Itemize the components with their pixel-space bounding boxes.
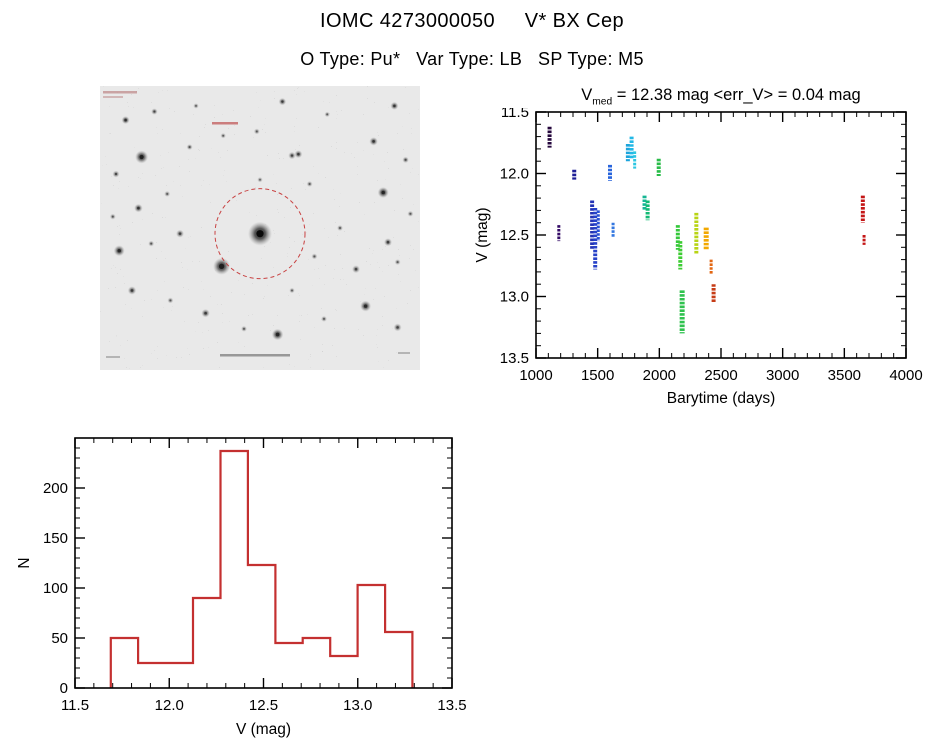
svg-text:100: 100 [43,580,68,597]
svg-text:Barytime (days): Barytime (days) [667,390,776,407]
svg-text:13.0: 13.0 [343,697,372,714]
page-subtitle: O Type: Pu* Var Type: LB SP Type: M5 [300,49,644,69]
lightcurve-title-var: V [581,86,593,104]
histogram-plot: 11.5 12.0 12.5 13.0 13.5 0 50 100 150 200 V (mag) N [15,430,475,745]
svg-text:13.0: 13.0 [500,289,529,306]
svg-text:V (mag): V (mag) [236,721,291,738]
svg-text:4000: 4000 [889,367,922,384]
lightcurve-title: Vmed = 12.38 mag <err_V> = 0.04 mag [508,86,934,107]
svg-text:12.5: 12.5 [249,697,278,714]
svg-text:1500: 1500 [581,367,614,384]
svg-text:50: 50 [51,630,68,647]
svg-text:1000: 1000 [519,367,552,384]
svg-text:11.5: 11.5 [501,108,529,121]
finder-chart-canvas [100,86,420,370]
lightcurve-title-sub: med [592,96,613,108]
lightcurve-plot: Vmed = 12.38 mag <err_V> = 0.04 mag 1000… [468,86,944,408]
svg-text:0: 0 [60,680,68,697]
svg-text:N: N [16,557,33,568]
finder-chart [100,86,420,370]
lightcurve-canvas: 1000 1500 2000 2500 3000 3500 4000 11.5 12.0 12.5… [474,108,923,407]
svg-text:3000: 3000 [766,367,799,384]
svg-text:200: 200 [43,480,68,497]
page-title: IOMC 4273000050 V* BX Cep [320,10,624,32]
svg-text:12.0: 12.0 [500,166,529,183]
svg-text:150: 150 [43,530,68,547]
svg-text:12.5: 12.5 [500,227,529,244]
svg-text:13.5: 13.5 [437,697,466,714]
svg-text:3500: 3500 [828,367,861,384]
svg-text:V (mag): V (mag) [474,207,491,262]
histogram-canvas: 11.5 12.0 12.5 13.0 13.5 0 50 100 150 200 V (mag) N [16,437,467,738]
svg-text:2500: 2500 [704,367,737,384]
svg-text:2000: 2000 [643,367,676,384]
svg-text:12.0: 12.0 [155,697,184,714]
svg-text:11.5: 11.5 [61,697,89,714]
svg-text:13.5: 13.5 [500,350,529,367]
lightcurve-title-rest: = 12.38 mag <err_V> = 0.04 mag [612,86,861,104]
